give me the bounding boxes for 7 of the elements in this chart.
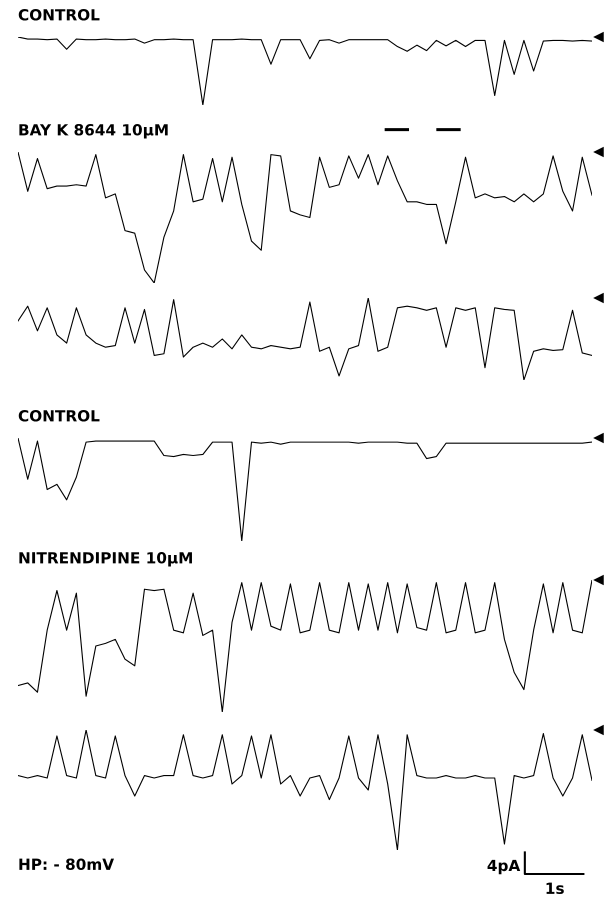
chart-title: BAY K 8644 10μM [19,124,168,139]
text: 1s [546,882,564,894]
text: 4pA [488,860,520,874]
chart-title: CONTROL [18,410,100,422]
text: HP: - 80mV [19,858,114,870]
chart-title: NITRENDIPINE 10μM [19,552,192,567]
chart-title: CONTROL [18,8,100,21]
